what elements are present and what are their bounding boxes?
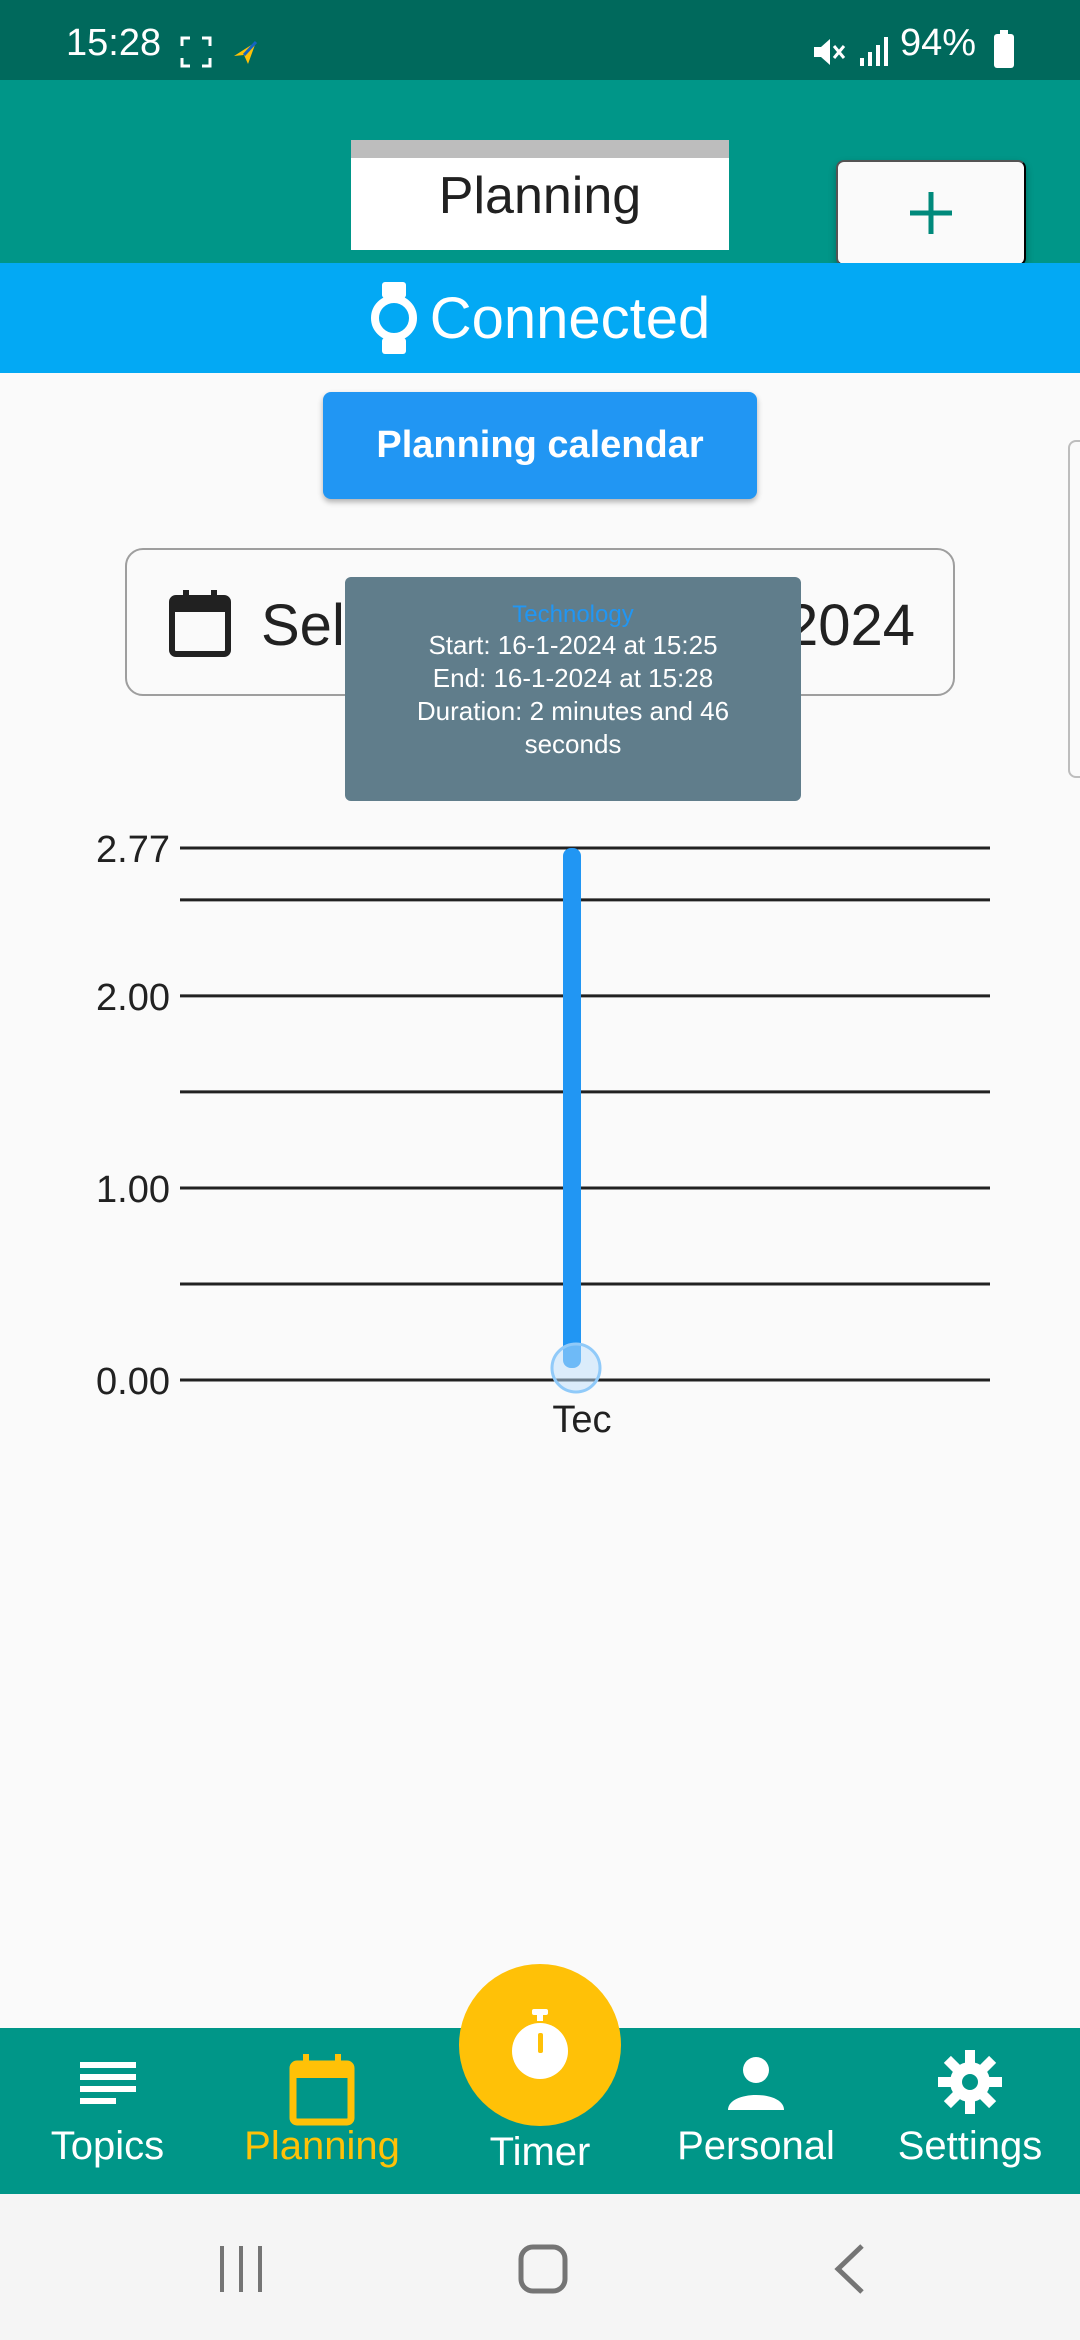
chart-x-tick-labels: Tec bbox=[552, 1399, 611, 1441]
person-icon bbox=[728, 2057, 784, 2110]
tooltip-duration-cont: seconds bbox=[524, 729, 622, 759]
tooltip-title: Technology bbox=[512, 601, 634, 628]
calendar-icon bbox=[289, 2054, 355, 2126]
chart-bars bbox=[550, 848, 602, 1394]
calendar-icon bbox=[169, 590, 231, 657]
battery-percentage: 94% bbox=[900, 22, 977, 64]
x-tick-label-0: Tec bbox=[552, 1399, 611, 1441]
nav-settings-label: Settings bbox=[897, 2124, 1043, 2168]
y-tick-label-3: 2.77 bbox=[96, 829, 170, 871]
page-title: Planning bbox=[438, 167, 642, 225]
tooltip-start: Start: 16-1-2024 at 15:25 bbox=[428, 630, 718, 660]
status-bar: 15:28 94% bbox=[0, 0, 1080, 80]
connection-status: Connected bbox=[429, 285, 711, 351]
chart-grid bbox=[180, 846, 990, 1382]
tooltip-end: End: 16-1-2024 at 15:28 bbox=[432, 663, 714, 693]
stopwatch-icon bbox=[512, 2009, 568, 2079]
app-bar: Planning bbox=[0, 80, 1080, 266]
nav-personal[interactable]: Personal bbox=[660, 2028, 852, 2194]
planning-calendar-button[interactable]: Planning calendar bbox=[323, 392, 757, 499]
y-tick-label-1: 1.00 bbox=[96, 1169, 170, 1211]
date-selector-year: 2024 bbox=[785, 593, 915, 658]
back-icon[interactable] bbox=[830, 2242, 870, 2296]
app-notification-icon bbox=[234, 40, 258, 64]
add-button[interactable] bbox=[836, 160, 1026, 266]
plus-icon bbox=[910, 192, 952, 234]
y-tick-label-2: 2.00 bbox=[96, 977, 170, 1019]
status-time: 15:28 bbox=[66, 22, 162, 64]
y-tick-label-0: 0.00 bbox=[96, 1361, 170, 1403]
home-icon[interactable] bbox=[518, 2244, 568, 2294]
offscreen-card-edge bbox=[1068, 440, 1080, 778]
nav-personal-label: Personal bbox=[677, 2124, 835, 2168]
recents-icon[interactable] bbox=[216, 2244, 266, 2294]
nav-timer-label: Timer bbox=[489, 2130, 591, 2174]
nav-timer-button[interactable] bbox=[459, 1964, 621, 2126]
bar-tec[interactable] bbox=[563, 848, 581, 1368]
bar-tooltip: Technology Start: 16-1-2024 at 15:25 End… bbox=[345, 577, 801, 801]
nav-planning-label: Planning bbox=[244, 2124, 400, 2168]
bar-touch-indicator bbox=[550, 1342, 602, 1394]
nav-planning[interactable]: Planning bbox=[232, 2028, 412, 2194]
screenshot-icon bbox=[180, 36, 212, 68]
page-title-box: Planning bbox=[351, 140, 729, 250]
list-icon bbox=[79, 2062, 136, 2104]
mute-icon bbox=[814, 39, 846, 65]
tooltip-duration: Duration: 2 minutes and 46 bbox=[416, 696, 730, 726]
battery-icon bbox=[994, 30, 1014, 68]
system-navigation-bar bbox=[0, 2194, 1080, 2340]
nav-topics[interactable]: Topics bbox=[20, 2028, 195, 2194]
connection-banner: Connected bbox=[0, 263, 1080, 373]
duration-bar-chart: 0.00 1.00 2.00 2.77 Tec bbox=[96, 829, 990, 1441]
nav-topics-label: Topics bbox=[50, 2124, 165, 2168]
watch-icon bbox=[370, 282, 417, 354]
signal-icon bbox=[860, 37, 888, 66]
gear-icon bbox=[938, 2050, 1002, 2114]
nav-settings[interactable]: Settings bbox=[884, 2028, 1056, 2194]
chart-y-tick-labels: 0.00 1.00 2.00 2.77 bbox=[96, 829, 170, 1403]
